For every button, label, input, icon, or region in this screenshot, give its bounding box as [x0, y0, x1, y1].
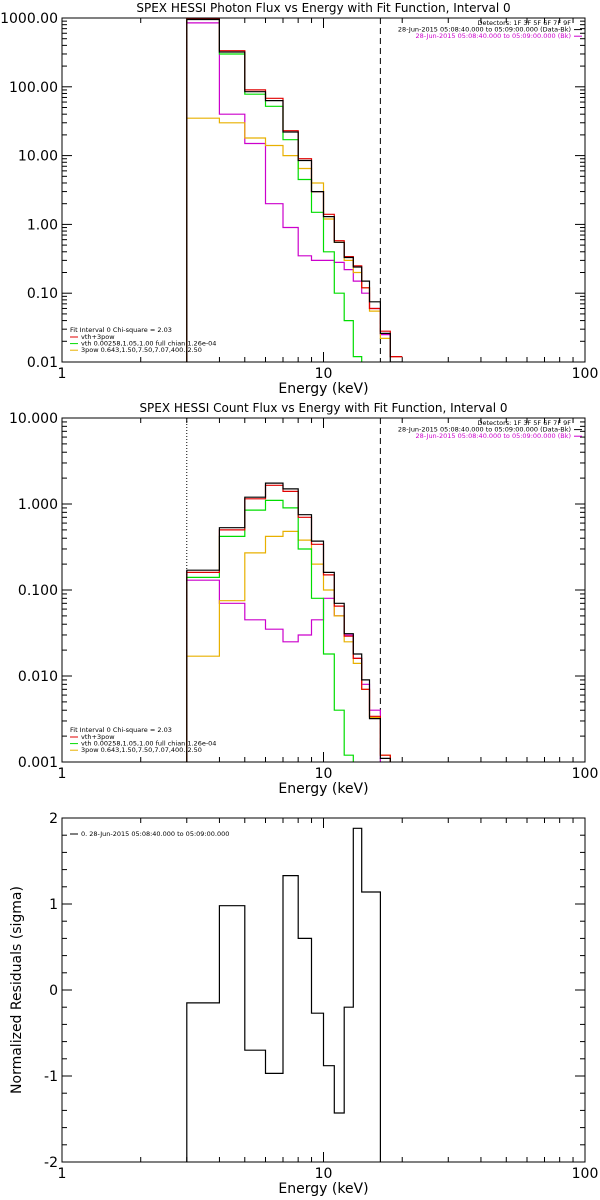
y-tick-label: 10.00 [18, 149, 58, 165]
info-line: Detectors: 1F 3F 5F 6F 7F 9F [477, 419, 571, 427]
info-line: 28-Jun-2015 05:08:40.000 to 05:09:00.000… [398, 426, 571, 434]
x-axis: 1 10 100 [58, 818, 599, 1182]
fit-info: Fit Interval 0 Chi-square = 2.03 [70, 326, 172, 334]
legend-entry: 3pow 0.643,1.50,7.50,7.07,400.,2.50 [81, 746, 202, 754]
x-axis-label: Energy (keV) [278, 781, 368, 797]
chart-panel-3: 1 10 100 Energy (keV) -2 -1 0 1 2 Normalized Resi… [9, 811, 598, 1197]
y-tick-label: 1 [49, 897, 58, 913]
y-tick-label: 1000.00 [0, 11, 58, 27]
chart-title: SPEX HESSI Photon Flux vs Energy with Fi… [136, 1, 510, 15]
x-tick-label: 1 [58, 766, 67, 782]
y-axis: 0.001 0.010 0.100 1.000 10.000 [9, 411, 585, 771]
x-axis-label: Energy (keV) [278, 381, 368, 397]
y-axis-label: Normalized Residuals (sigma) [9, 886, 25, 1094]
info-line: Detectors: 1F 3F 5F 6F 7F 9F [477, 19, 571, 27]
x-tick-label: 100 [572, 366, 599, 382]
y-tick-label: 100.00 [9, 80, 58, 96]
series-step-bk [186, 22, 403, 362]
plot-frame [61, 817, 586, 1163]
series-step-3pow [186, 117, 403, 362]
x-axis: 1 10 100 [58, 418, 599, 782]
legend-entry: vth 0.00258,1.05,1.00 full chian 1.26e-0… [81, 340, 216, 348]
plot-frame [61, 417, 586, 763]
x-tick-label: 100 [572, 1166, 599, 1182]
info-line: 28-Jun-2015 05:08:40.000 to 05:09:00.000… [416, 432, 571, 440]
y-tick-label: 10.000 [9, 411, 58, 427]
series-step-data [186, 18, 403, 362]
y-tick-label: -1 [44, 1069, 58, 1085]
y-tick-label: 0.001 [18, 755, 58, 771]
series-step-data [186, 482, 391, 762]
y-axis: -2 -1 0 1 2 [44, 811, 585, 1171]
y-axis: 0.01 0.10 1.00 10.00 100.00 1000.00 [0, 11, 585, 371]
y-tick-label: 0.10 [27, 286, 58, 302]
info-line: 28-Jun-2015 05:08:40.000 to 05:09:00.000… [416, 32, 571, 40]
legend-entry: vth+3pow [81, 333, 115, 341]
chart-title: SPEX HESSI Count Flux vs Energy with Fit… [139, 401, 507, 415]
data-area [186, 827, 381, 1162]
chart-panel-2: SPEX HESSI Count Flux vs Energy with Fit… [9, 401, 598, 797]
legend-entry: vth+3pow [81, 733, 115, 741]
y-tick-label: 0.100 [18, 583, 58, 599]
series-step-0-28-jun-2015-05-08- [186, 827, 381, 1162]
y-tick-label: 0.010 [18, 669, 58, 685]
legend-entry: vth 0.00258,1.05,1.00 full chian 1.26e-0… [81, 740, 216, 748]
data-area [186, 418, 391, 762]
x-tick-label: 1 [58, 1166, 67, 1182]
y-tick-label: -2 [44, 1155, 58, 1171]
y-tick-label: 0.01 [27, 355, 58, 371]
legend-entry: 3pow 0.643,1.50,7.50,7.07,400.,2.50 [81, 346, 202, 354]
y-tick-label: 2 [49, 811, 58, 827]
x-tick-label: 1 [58, 366, 67, 382]
plot-frame [61, 17, 586, 363]
info-line: 28-Jun-2015 05:08:40.000 to 05:09:00.000… [398, 26, 571, 34]
y-tick-label: 1.000 [18, 497, 58, 513]
legend-entry: 0. 28-Jun-2015 05:08:40.000 to 05:09:00.… [81, 830, 229, 838]
x-tick-label: 10 [315, 766, 333, 782]
y-tick-label: 1.00 [27, 217, 58, 233]
data-area [186, 18, 403, 362]
chart-panel-1: SPEX HESSI Photon Flux vs Energy with Fi… [0, 1, 598, 397]
x-tick-label: 10 [315, 366, 333, 382]
x-tick-label: 10 [315, 1166, 333, 1182]
x-axis-label: Energy (keV) [278, 1181, 368, 1197]
x-tick-label: 100 [572, 766, 599, 782]
y-tick-label: 0 [49, 983, 58, 999]
fit-info: Fit Interval 0 Chi-square = 2.03 [70, 726, 172, 734]
